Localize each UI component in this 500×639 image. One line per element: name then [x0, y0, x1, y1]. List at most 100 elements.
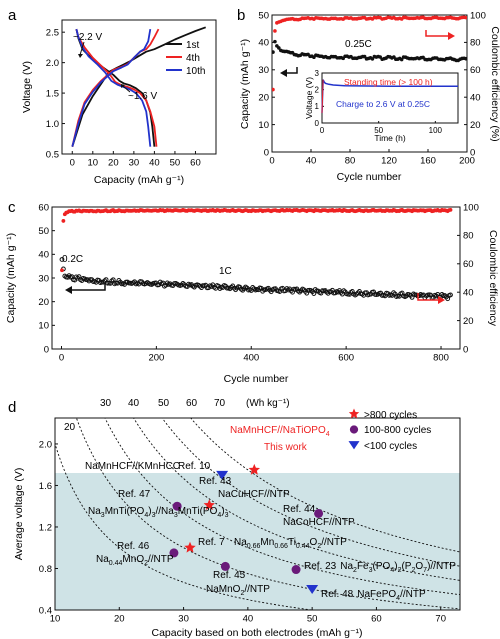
label-ref45: Ref. 45: [213, 570, 246, 581]
a-series-line-4: [71, 28, 152, 147]
a-y-tick-label-4: 2.5: [46, 28, 59, 39]
panel-c-ylabel: Capacity (mAh g⁻¹): [5, 233, 17, 323]
inset-y-tick-label-3: 3: [315, 69, 320, 78]
panel-a-legend: 1st 4th 10th: [166, 40, 205, 77]
c-yr-tick-label-1: 20: [463, 316, 474, 327]
panel-c-ylabel-right: Coulombic efficiency: [487, 230, 499, 327]
c-y-tick-label-6: 60: [38, 202, 49, 213]
b-yr-tick-label-0: 0: [470, 147, 475, 158]
label-ref7: Ref. 7: [198, 537, 225, 548]
d-point-this-work: [248, 463, 260, 475]
label-ref46: Ref. 46: [117, 541, 150, 552]
b-capacity-point-1: [273, 39, 277, 44]
c-yr-tick-label-4: 80: [463, 231, 474, 242]
b-x-tick-label-4: 160: [420, 156, 436, 167]
d-point-ref-23: [291, 565, 301, 575]
c-y-tick-label-1: 10: [38, 321, 49, 332]
b-yr-tick-label-5: 100: [470, 10, 486, 21]
a-x-tick-label-3: 30: [129, 158, 140, 169]
panel-b-ylabel-right: Coulombic efficiency (%): [489, 26, 500, 141]
contour-20: [55, 442, 316, 610]
b-y-tick-label-1: 10: [258, 120, 269, 131]
d-x-tick-label-2: 30: [178, 614, 189, 625]
a-y-tick-label-2: 1.5: [46, 88, 59, 99]
d-y-tick-label-1: 0.8: [39, 564, 52, 575]
c-y-tick-label-3: 30: [38, 273, 49, 284]
legend-label-lt100: <100 cycles: [364, 441, 417, 452]
a-series-line-1: [75, 28, 156, 147]
inset-x-tick-label-2: 100: [429, 126, 443, 135]
c-y-tick-label-4: 40: [38, 250, 49, 261]
b-yr-tick-label-1: 20: [470, 120, 481, 131]
left-axis-arrow-b-head: [280, 69, 287, 77]
b-y-tick-label-5: 50: [258, 10, 269, 21]
panel-a-series: [71, 26, 207, 147]
b-y-tick-label-4: 40: [258, 38, 269, 49]
b-x-tick-label-3: 120: [381, 156, 397, 167]
b-y-tick-label-0: 0: [264, 147, 269, 158]
label-nacohcf: NaCoHCF//NTP: [283, 517, 355, 528]
panel-b-series: [272, 15, 467, 92]
a-y-tick-label-1: 1.0: [46, 119, 59, 130]
inset-charge-segment: [321, 79, 324, 114]
inset-series: [321, 79, 458, 114]
b-capacity-point-66: [399, 57, 404, 62]
inset-y-tick-label-2: 2: [315, 85, 320, 94]
legend-label-4th: 4th: [186, 53, 200, 64]
d-legend-marker-0: [348, 408, 360, 419]
label-this-work: This work: [264, 442, 308, 453]
right-axis-arrow-b-head: [448, 32, 455, 40]
panel-letter-c: c: [8, 199, 16, 216]
label-ref47: Ref. 47: [118, 489, 151, 500]
panel-letter-b: b: [237, 7, 245, 24]
wh-label-60: 60: [186, 398, 198, 409]
panel-a-ylabel: Voltage (V): [21, 61, 33, 113]
annotation-1c: 1C: [219, 266, 232, 277]
left-axis-arrow-c: [72, 283, 106, 291]
a-x-tick-label-0: 0: [70, 158, 75, 169]
wh-label-20: 20: [64, 422, 76, 433]
c-yr-tick-label-5: 100: [463, 202, 479, 213]
b-y-tick-label-3: 30: [258, 65, 269, 76]
wh-unit-label: (Wh kg⁻¹): [246, 398, 290, 409]
inset-y-tick-label-0: 0: [315, 119, 320, 128]
contour-70: [190, 418, 460, 553]
d-x-tick-label-1: 20: [114, 614, 125, 625]
wh-label-30: 30: [100, 398, 112, 409]
legend-label-10th: 10th: [186, 66, 205, 77]
right-axis-arrow-b: [425, 30, 448, 37]
right-axis-arrow-c: [417, 293, 438, 301]
legend-label-100-800: 100-800 cycles: [364, 425, 431, 436]
c-y-tick-label-2: 20: [38, 297, 49, 308]
wh-label-40: 40: [128, 398, 140, 409]
legend-label-gt800: >800 cycles: [364, 410, 417, 421]
label-ref44: Ref. 44: [283, 504, 316, 515]
annotation-0-25c: 0.25C: [345, 39, 372, 50]
inset-ylabel: Voltage (V): [304, 77, 314, 119]
inset-frame: [321, 72, 459, 124]
d-y-tick-label-4: 2.0: [39, 439, 52, 450]
a-x-tick-label-4: 40: [149, 158, 160, 169]
wh-label-70: 70: [214, 398, 226, 409]
panel-d-ylabel: Average voltage (V): [13, 468, 25, 561]
d-x-tick-label-3: 40: [243, 614, 254, 625]
label-mnhcf-natiopo4: NaMnHCF//NaTiOPO4: [230, 425, 330, 438]
d-legend-marker-2: [348, 441, 360, 450]
c-ce-point-273: [448, 207, 453, 212]
label-nmhcf-kmnhcc: NaMnHCF//KMnHCC: [85, 461, 180, 472]
b-capacity-point-0: [272, 50, 275, 54]
label-ref10: Ref. 10: [178, 461, 211, 472]
panel-d-points: [169, 463, 324, 595]
c-x-tick-label-3: 600: [338, 353, 354, 364]
inset-y-tick-label-1: 1: [315, 102, 320, 111]
a-x-tick-label-1: 10: [88, 158, 99, 169]
label-na066: Na0.66Mn0.66Ti0.44O2//NTP: [234, 537, 347, 550]
arrow-2-2v: [79, 41, 85, 56]
contour-60: [161, 418, 460, 567]
b-x-tick-label-5: 200: [459, 156, 475, 167]
d-x-tick-label-0: 10: [50, 614, 61, 625]
d-x-tick-label-5: 60: [371, 614, 382, 625]
panel-letter-d: d: [8, 399, 16, 416]
b-capacity-point-3: [277, 46, 281, 50]
